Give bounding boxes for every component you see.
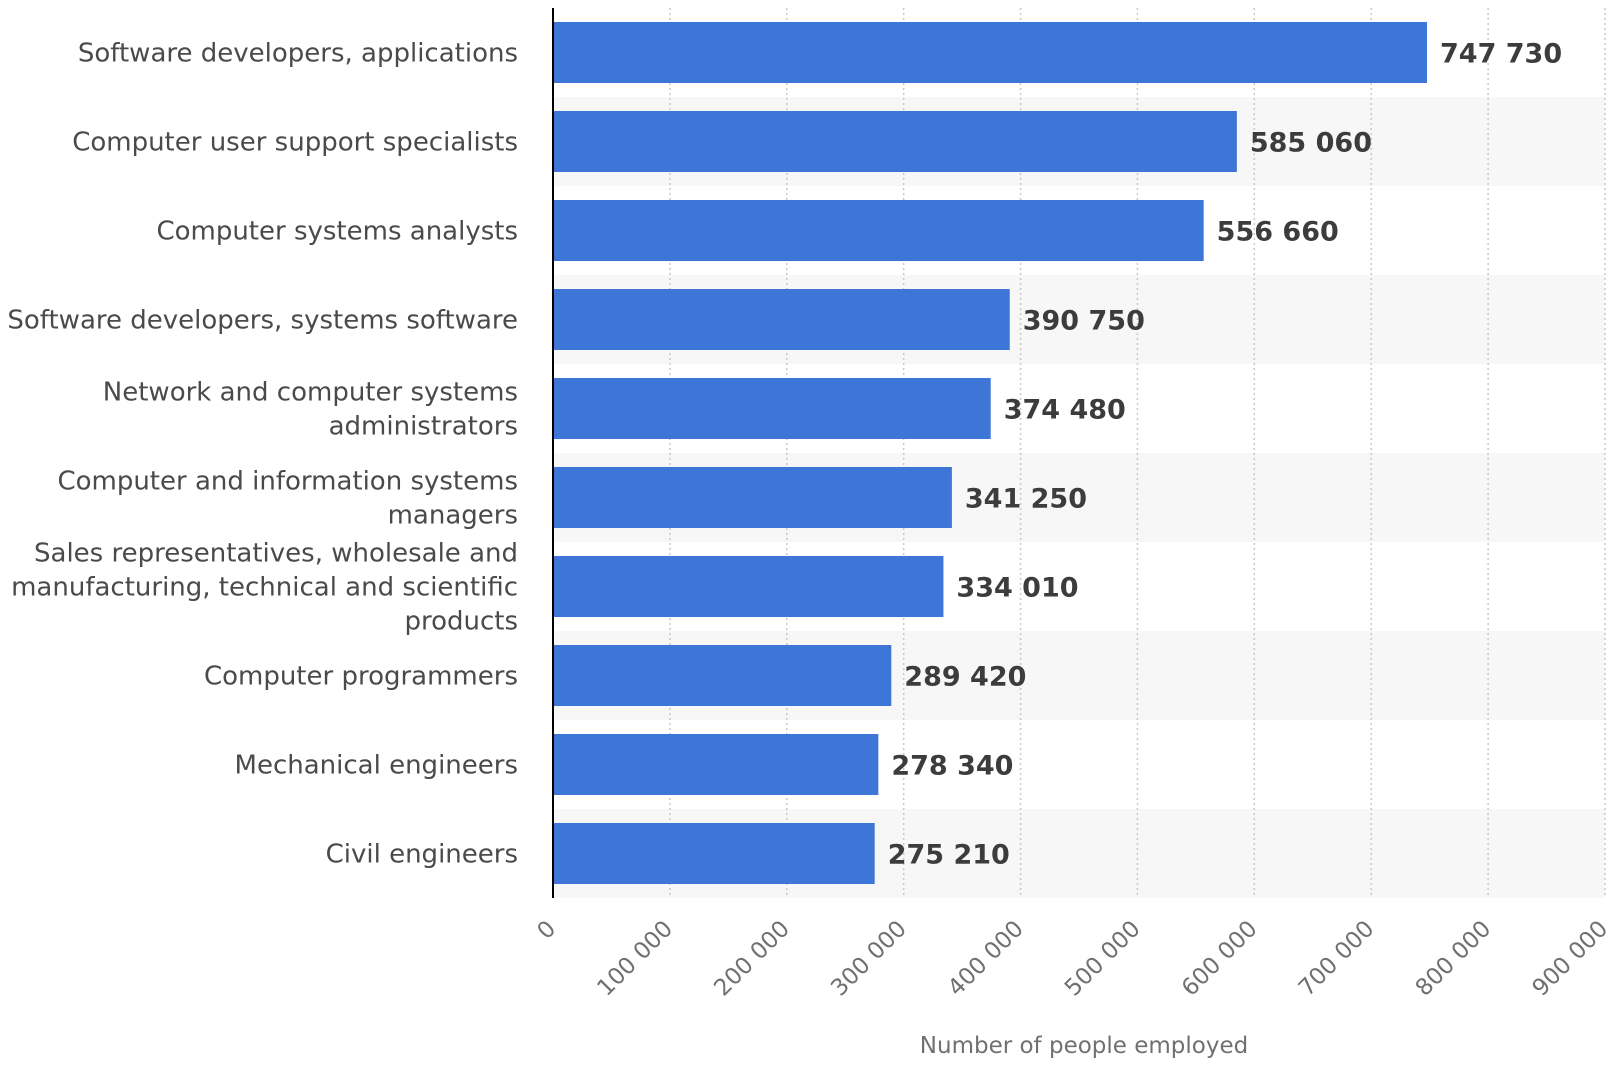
category-label-line: Civil engineers xyxy=(326,840,518,870)
category-label-line: Network and computer systems xyxy=(103,378,518,408)
x-tick-label: 500 000 xyxy=(1060,916,1146,1002)
category-label-line: managers xyxy=(388,501,518,531)
bar xyxy=(553,22,1428,83)
category-label: Software developers, applications xyxy=(78,39,518,69)
category-label-line: Software developers, applications xyxy=(78,39,518,69)
x-tick-label: 900 000 xyxy=(1528,916,1613,1002)
x-tick-label: 800 000 xyxy=(1411,916,1497,1002)
x-tick-label: 0 xyxy=(533,916,562,945)
category-label-line: Sales representatives, wholesale and xyxy=(34,539,518,569)
value-label: 289 420 xyxy=(904,662,1026,693)
x-tick-label: 400 000 xyxy=(943,916,1029,1002)
category-label-line: Software developers, systems software xyxy=(7,306,518,336)
category-label-line: administrators xyxy=(329,412,518,442)
value-label: 334 010 xyxy=(956,573,1078,604)
category-label: Mechanical engineers xyxy=(235,751,518,781)
x-tick-label: 100 000 xyxy=(592,916,678,1002)
category-label-line: Computer user support specialists xyxy=(72,128,518,158)
category-label: Computer systems analysts xyxy=(156,217,518,247)
bar xyxy=(553,823,875,884)
value-label: 275 210 xyxy=(888,840,1010,871)
bars xyxy=(553,22,1428,884)
value-label: 390 750 xyxy=(1023,306,1145,337)
bar xyxy=(553,200,1204,261)
x-tick-label: 300 000 xyxy=(826,916,912,1002)
bar xyxy=(553,289,1010,350)
category-label-line: manufacturing, technical and scientific xyxy=(11,573,518,603)
value-label: 278 340 xyxy=(891,751,1013,782)
value-label: 585 060 xyxy=(1250,128,1372,159)
bar xyxy=(553,645,892,706)
category-label: Software developers, systems software xyxy=(7,306,518,336)
category-label-line: Computer and information systems xyxy=(57,467,518,497)
category-label-line: Computer systems analysts xyxy=(156,217,518,247)
value-label: 747 730 xyxy=(1440,39,1562,70)
x-axis-ticks: 0 100 000 200 000 300 000 400 000 500 000 600 … xyxy=(533,916,1613,1002)
x-tick-label: 700 000 xyxy=(1294,916,1380,1002)
value-labels: 747 730 585 060 556 660 390 750 374 480 341 2… xyxy=(888,39,1562,871)
category-label: Network and computer systems administrato… xyxy=(103,378,518,442)
category-label-line: Mechanical engineers xyxy=(235,751,518,781)
category-label: Sales representatives, wholesale and manu… xyxy=(11,539,518,637)
category-label-line: Computer programmers xyxy=(204,662,518,692)
value-label: 556 660 xyxy=(1217,217,1339,248)
category-label-line: products xyxy=(404,607,518,637)
bar xyxy=(553,378,991,439)
value-label: 374 480 xyxy=(1004,395,1126,426)
bar xyxy=(553,111,1237,172)
bar xyxy=(553,467,952,528)
category-label: Computer programmers xyxy=(204,662,518,692)
value-label: 341 250 xyxy=(965,484,1087,515)
x-tick-label: 600 000 xyxy=(1177,916,1263,1002)
category-label: Computer and information systems managers xyxy=(57,467,518,531)
category-labels: Software developers, applications Compute… xyxy=(7,39,518,870)
category-label: Civil engineers xyxy=(326,840,518,870)
x-axis-title: Number of people employed xyxy=(920,1033,1248,1059)
category-label: Computer user support specialists xyxy=(72,128,518,158)
x-tick-label: 200 000 xyxy=(709,916,795,1002)
bar xyxy=(553,734,879,795)
bar xyxy=(553,556,944,617)
